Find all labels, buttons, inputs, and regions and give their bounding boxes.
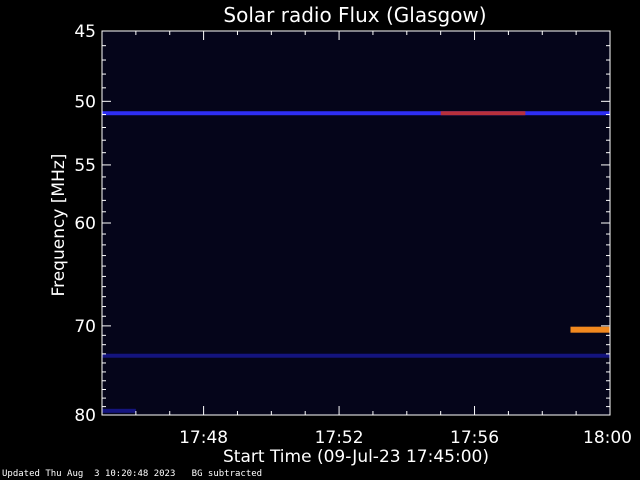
y-axis: 45 50 55 60 70 80 [74, 22, 610, 426]
spectral-features [102, 111, 610, 413]
footer: Updated Thu Aug 3 10:20:48 2023 BG subtr… [2, 469, 262, 479]
x-tick-label-17:52: 17:52 [315, 428, 364, 448]
y-tick-label-80: 80 [74, 406, 96, 426]
y-axis-label: Frequency [MHz] [49, 154, 69, 297]
feature-band-3 [570, 326, 610, 333]
footer-updated: Updated Thu Aug 3 10:20:48 2023 [2, 469, 176, 479]
y-tick-label-60: 60 [74, 214, 96, 234]
y-tick-label-50: 50 [74, 92, 96, 112]
y-tick-label-55: 55 [74, 156, 96, 176]
x-tick-label-17:56: 17:56 [450, 428, 499, 448]
x-tick-label-17:48: 17:48 [179, 428, 228, 448]
feature-band-0 [102, 111, 610, 116]
chart-title: Solar radio Flux (Glasgow) [223, 3, 486, 27]
x-tick-label-18:00: 18:00 [583, 428, 632, 448]
x-axis: 17:48 17:52 17:56 18:00 [101, 31, 632, 448]
plot-background [102, 31, 610, 415]
y-tick-label-45: 45 [74, 22, 96, 42]
y-tick-label-70: 70 [74, 317, 96, 337]
x-axis-label: Start Time (09-Jul-23 17:45:00) [223, 447, 489, 467]
plot-area [102, 31, 610, 415]
feature-band-1 [440, 111, 526, 116]
feature-band-2 [102, 353, 610, 358]
feature-band-4 [102, 408, 136, 413]
footer-note: BG subtracted [191, 469, 263, 479]
